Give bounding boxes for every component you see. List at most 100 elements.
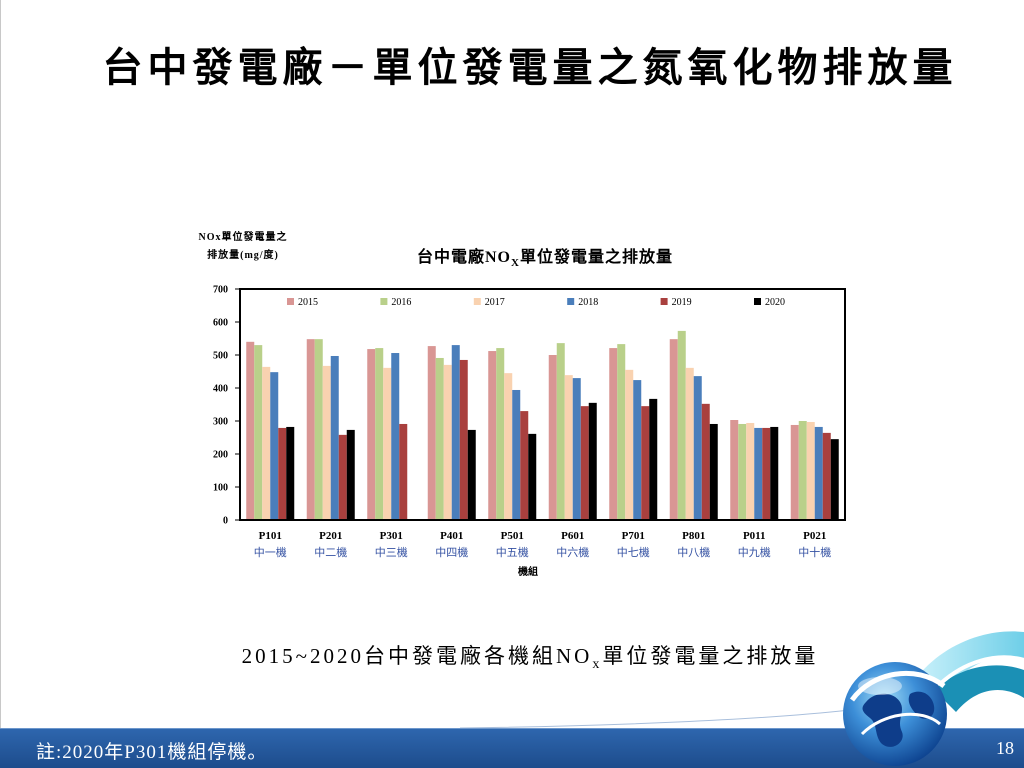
footer-swoosh-line	[460, 709, 851, 729]
bar-chart: 0 100 200 300 400 500 600 700 P101 中一機 P201 中二機 P301…	[213, 285, 846, 559]
x-tick-sublabel: 中三機	[375, 545, 408, 559]
y-tick-label: 400	[213, 384, 228, 395]
bar-P021-2017	[806, 421, 815, 520]
y-tick-label: 100	[213, 483, 228, 494]
bar-P801-2015	[669, 339, 678, 520]
bar-P021-2020	[830, 439, 839, 520]
bar-P401-2015	[427, 346, 436, 520]
bar-P101-2020	[286, 426, 295, 520]
y-tick-label: 200	[213, 450, 228, 461]
chart-title-rest: 單位發電量之排放量	[519, 249, 673, 266]
bar-P601-2017	[564, 375, 573, 520]
bar-P601-2018	[572, 378, 581, 520]
legend-swatch-2016	[380, 298, 388, 305]
legend-swatch-2019	[660, 298, 668, 305]
legend-label: 2019	[672, 297, 692, 308]
legend-label: 2016	[391, 297, 411, 308]
x-tick-sublabel: 中四機	[435, 545, 468, 559]
bar-P201-2019	[338, 434, 347, 520]
chart-title-subscript: X	[511, 257, 520, 270]
bar-P201-2015	[306, 339, 315, 520]
x-tick-sublabel: 中一機	[254, 545, 287, 559]
x-tick-label: P201	[319, 530, 342, 542]
bar-P701-2018	[633, 380, 642, 520]
plot-frame	[239, 288, 846, 521]
bar-P201-2020	[346, 429, 355, 520]
bar-P101-2016	[254, 345, 263, 520]
bar-P201-2018	[330, 355, 339, 520]
chart-title-main: 台中電廠NO	[417, 249, 512, 266]
chart-caption: 2015~2020台中發電廠各機組NOx單位發電量之排放量	[200, 640, 860, 673]
bar-P801-2017	[685, 367, 694, 520]
footnote: 註:2020年P301機組停機。	[36, 742, 268, 763]
x-tick-sublabel: 中二機	[314, 545, 347, 559]
bar-P021-2016	[798, 421, 807, 520]
x-tick-label: P301	[380, 530, 403, 542]
bar-P301-2017	[383, 367, 392, 520]
y-axis-label: NOx單位發電量之 排放量(mg/度)	[178, 229, 308, 265]
x-tick-label: P021	[803, 530, 826, 542]
bar-P501-2019	[520, 411, 529, 520]
bar-P021-2015	[790, 424, 799, 520]
x-tick-label: P601	[561, 530, 584, 542]
bar-P301-2016	[375, 348, 384, 520]
bar-P501-2020	[528, 433, 537, 520]
bar-P401-2020	[467, 429, 476, 520]
bar-P101-2019	[278, 427, 287, 520]
bar-P401-2016	[435, 357, 444, 520]
caption-main: 2015~2020台中發電廠各機組NO	[241, 644, 593, 668]
bar-P011-2020	[770, 426, 779, 520]
legend-label: 2020	[765, 297, 785, 308]
x-tick-sublabel: 中八機	[677, 545, 710, 559]
y-tick-label: 300	[213, 417, 228, 428]
x-axis-label: 機組	[518, 567, 538, 578]
legend-swatch-2018	[567, 298, 575, 305]
y-tick-label: 0	[223, 516, 228, 527]
bar-P701-2015	[609, 348, 618, 520]
bar-P101-2017	[262, 366, 271, 520]
bar-P301-2018	[391, 353, 400, 520]
x-tick-label: P501	[501, 530, 524, 542]
bar-P501-2015	[488, 351, 497, 520]
bar-P011-2015	[730, 420, 739, 520]
y-tick-label: 600	[213, 318, 228, 329]
bar-P601-2015	[548, 355, 557, 520]
bar-P601-2020	[588, 402, 597, 520]
x-tick-label: P401	[440, 530, 463, 542]
globe-gloss	[858, 677, 902, 695]
bar-P701-2017	[625, 369, 634, 520]
chart-title: 台中電廠NOX單位發電量之排放量	[380, 243, 710, 269]
page-title: 台中發電廠－單位發電量之氮氧化物排放量	[102, 45, 958, 90]
legend-swatch-2015	[287, 298, 294, 305]
bar-P701-2020	[649, 398, 658, 520]
x-tick-sublabel: 中七機	[617, 545, 650, 559]
bar-P701-2016	[617, 344, 626, 520]
caption-subscript: x	[592, 657, 603, 673]
bar-P401-2019	[459, 359, 468, 520]
x-tick-sublabel: 中九機	[738, 545, 771, 559]
bar-P101-2018	[270, 372, 279, 520]
bar-P801-2019	[701, 403, 710, 520]
bar-P011-2016	[738, 423, 747, 520]
x-tick-label: P801	[682, 530, 705, 542]
bar-P801-2018	[693, 376, 702, 520]
bar-P011-2017	[746, 422, 755, 520]
caption-rest: 單位發電量之排放量	[602, 644, 819, 668]
legend-label: 2018	[578, 297, 598, 308]
legend-swatch-2017	[473, 298, 481, 305]
legend-swatch-2020	[754, 298, 761, 305]
bar-P101-2015	[246, 341, 255, 520]
y-axis-label-line-1: NOx單位發電量之	[198, 232, 288, 243]
bar-P011-2018	[754, 427, 763, 520]
legend-label: 2017	[485, 297, 505, 308]
bar-P601-2019	[580, 406, 589, 520]
bar-P701-2019	[641, 406, 650, 520]
bar-P301-2015	[367, 349, 376, 520]
x-tick-label: P011	[743, 530, 766, 542]
bar-P501-2017	[504, 373, 513, 520]
bar-P401-2017	[443, 364, 452, 520]
bar-P201-2017	[322, 365, 331, 520]
legend-label: 2015	[298, 297, 318, 308]
logo-ribbon-light	[918, 631, 1024, 688]
globe-swirl	[860, 712, 941, 736]
